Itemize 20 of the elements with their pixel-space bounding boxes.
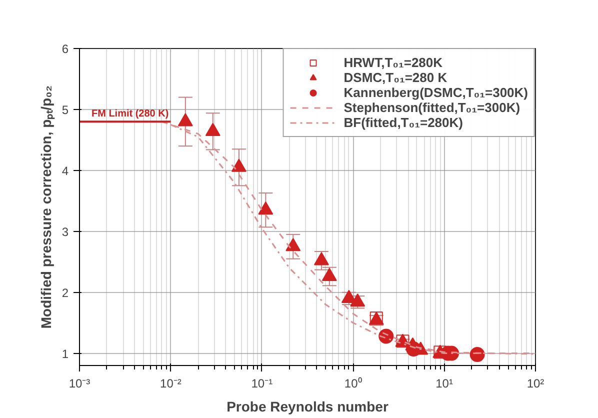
x-tick-label: 10⁻² [160,376,182,390]
y-tick-label: 6 [62,42,69,56]
x-tick-label: 10² [526,376,544,390]
legend-label: BF(fitted,T₀₁=280K) [344,115,463,130]
y-axis-title: Modified pressure correction, pₚₜ/p₀₂ [38,85,55,329]
x-tick-label: 10¹ [436,376,453,390]
legend-label: Stephenson(fitted,T₀₁=300K) [344,100,520,115]
legend-label: DSMC,T₀₁=280 K [344,70,448,85]
x-tick-label: 10⁰ [344,376,362,390]
series-label: FM Limit (280 K) [91,108,169,120]
x-tick-label: 10⁻³ [68,376,90,390]
y-tick-label: 5 [62,102,69,117]
legend-label: Kannenberg(DSMC,T₀₁=300K) [344,85,528,100]
y-tick-label: 2 [62,286,69,300]
x-tick-label: 10⁻¹ [251,376,273,390]
y-tick-label: 1 [62,346,69,361]
y-tick-label: 3 [62,224,69,239]
x-axis-title: Probe Reynolds number [226,398,389,414]
legend-label: HRWT,T₀₁=280K [344,55,443,70]
y-tick-label: 4 [62,164,69,178]
